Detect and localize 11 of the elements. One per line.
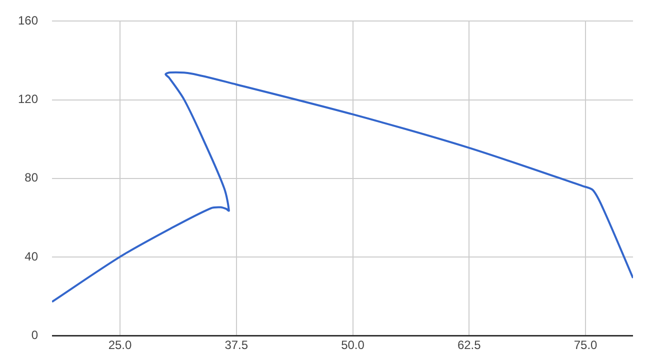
y-tick-label: 80 [24, 170, 38, 185]
y-tick-label: 160 [18, 14, 38, 28]
y-tick-label: 40 [24, 249, 38, 264]
y-tick-label: 120 [18, 92, 38, 106]
x-tick-label: 25.0 [108, 338, 132, 352]
x-tick-label: 50.0 [341, 338, 365, 352]
line-series [52, 71, 633, 303]
x-tick-label: 75.0 [574, 338, 598, 352]
x-tick-label: 37.5 [224, 338, 248, 352]
y-tick-label: 0 [31, 328, 38, 342]
x-tick-label: 62.5 [457, 338, 482, 352]
